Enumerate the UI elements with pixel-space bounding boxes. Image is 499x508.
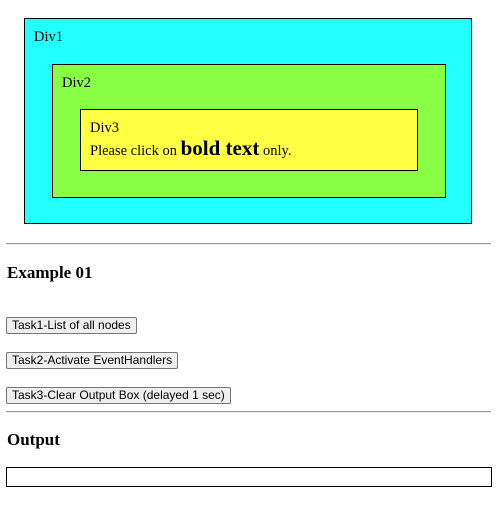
div2-label: Div2 [62,75,91,91]
div3-box[interactable]: Div3 Please click on bold text only. [80,109,418,171]
separator-bottom [6,411,491,413]
instruction-text: Please click on bold text only. [90,136,291,161]
div3-label: Div3 [90,120,119,136]
div2-box[interactable]: Div2 Div3 Please click on bold text only… [52,64,446,198]
separator-top [6,243,491,245]
bold-text-target[interactable]: bold text [180,136,260,160]
task2-activate-handlers-button[interactable]: Task2-Activate EventHandlers [6,352,179,369]
output-heading: Output [7,430,60,449]
task1-list-nodes-button[interactable]: Task1-List of all nodes [6,317,137,334]
example-heading: Example 01 [7,263,93,282]
div1-box[interactable]: Div1 Div2 Div3 Please click on bold text… [24,18,472,224]
div1-label: Div1 [34,29,63,45]
instruction-suffix: only. [259,143,292,159]
task3-clear-output-button[interactable]: Task3-Clear Output Box (delayed 1 sec) [6,387,231,404]
instruction-prefix: Please click on [90,143,181,159]
output-box [6,467,492,487]
